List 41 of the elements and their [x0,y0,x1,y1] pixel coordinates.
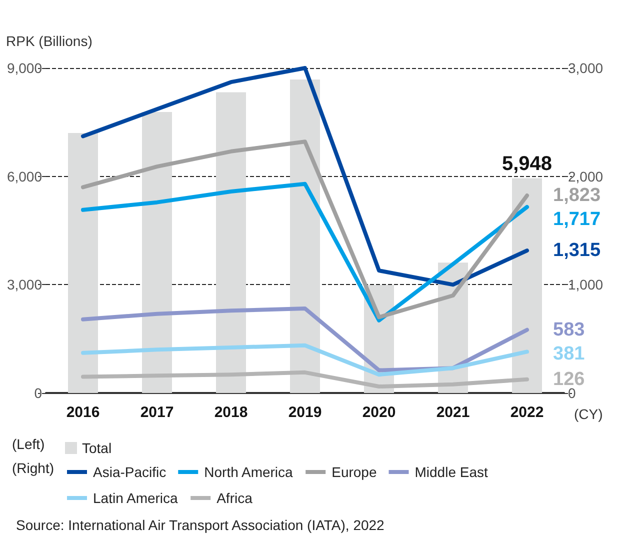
data-label: 1,315 [553,240,601,262]
bar [142,112,172,393]
line-series [81,182,529,322]
x-tick-label: 2016 [66,404,100,421]
line-series [81,370,529,388]
x-axis-title: (CY) [574,406,603,422]
data-label: 5,948 [502,153,552,176]
line-series [81,306,529,372]
y-tick-label: 9,000 [6,60,42,76]
source-note: Source: International Air Transport Association (IATA), 2022 [16,517,385,533]
y-tick-label: 3,000 [6,276,42,293]
legend-label: Middle East [414,464,488,480]
y-tick-label: 6,000 [6,168,42,184]
data-label: 381 [553,343,586,364]
text: (Right) [12,460,54,476]
line-series [81,343,529,377]
legend-label: Africa [216,490,253,506]
legend-label: Latin America [93,490,178,506]
y2-tick-label: 3,000 [568,60,604,76]
x-tick-label: 2020 [362,404,396,421]
x-tick-label: 2019 [288,404,322,421]
y-axis-title: RPK (Billions) [6,33,92,49]
x-tick-label: 2018 [214,404,248,421]
data-label: 583 [553,319,585,340]
legend-label: North America [204,464,294,480]
data-label: 1,717 [553,209,601,230]
bar [512,178,542,393]
y2-tick-label: 1,000 [568,276,604,293]
data-label: 1,823 [553,185,601,206]
y-tick-label: 0 [34,385,42,401]
y2-tick-label: 2,000 [568,168,604,184]
x-tick-label: 2021 [436,404,470,421]
legend-label: Europe [332,464,377,480]
legend-label: Total [82,440,112,456]
text: (Left) [12,436,45,452]
y2-tick-label: 0 [568,385,576,401]
legend-label: Asia-Pacific [93,464,166,480]
x-tick-label: 2022 [510,404,544,421]
x-tick-label: 2017 [140,404,174,421]
bar [216,92,246,393]
bar [68,133,98,393]
